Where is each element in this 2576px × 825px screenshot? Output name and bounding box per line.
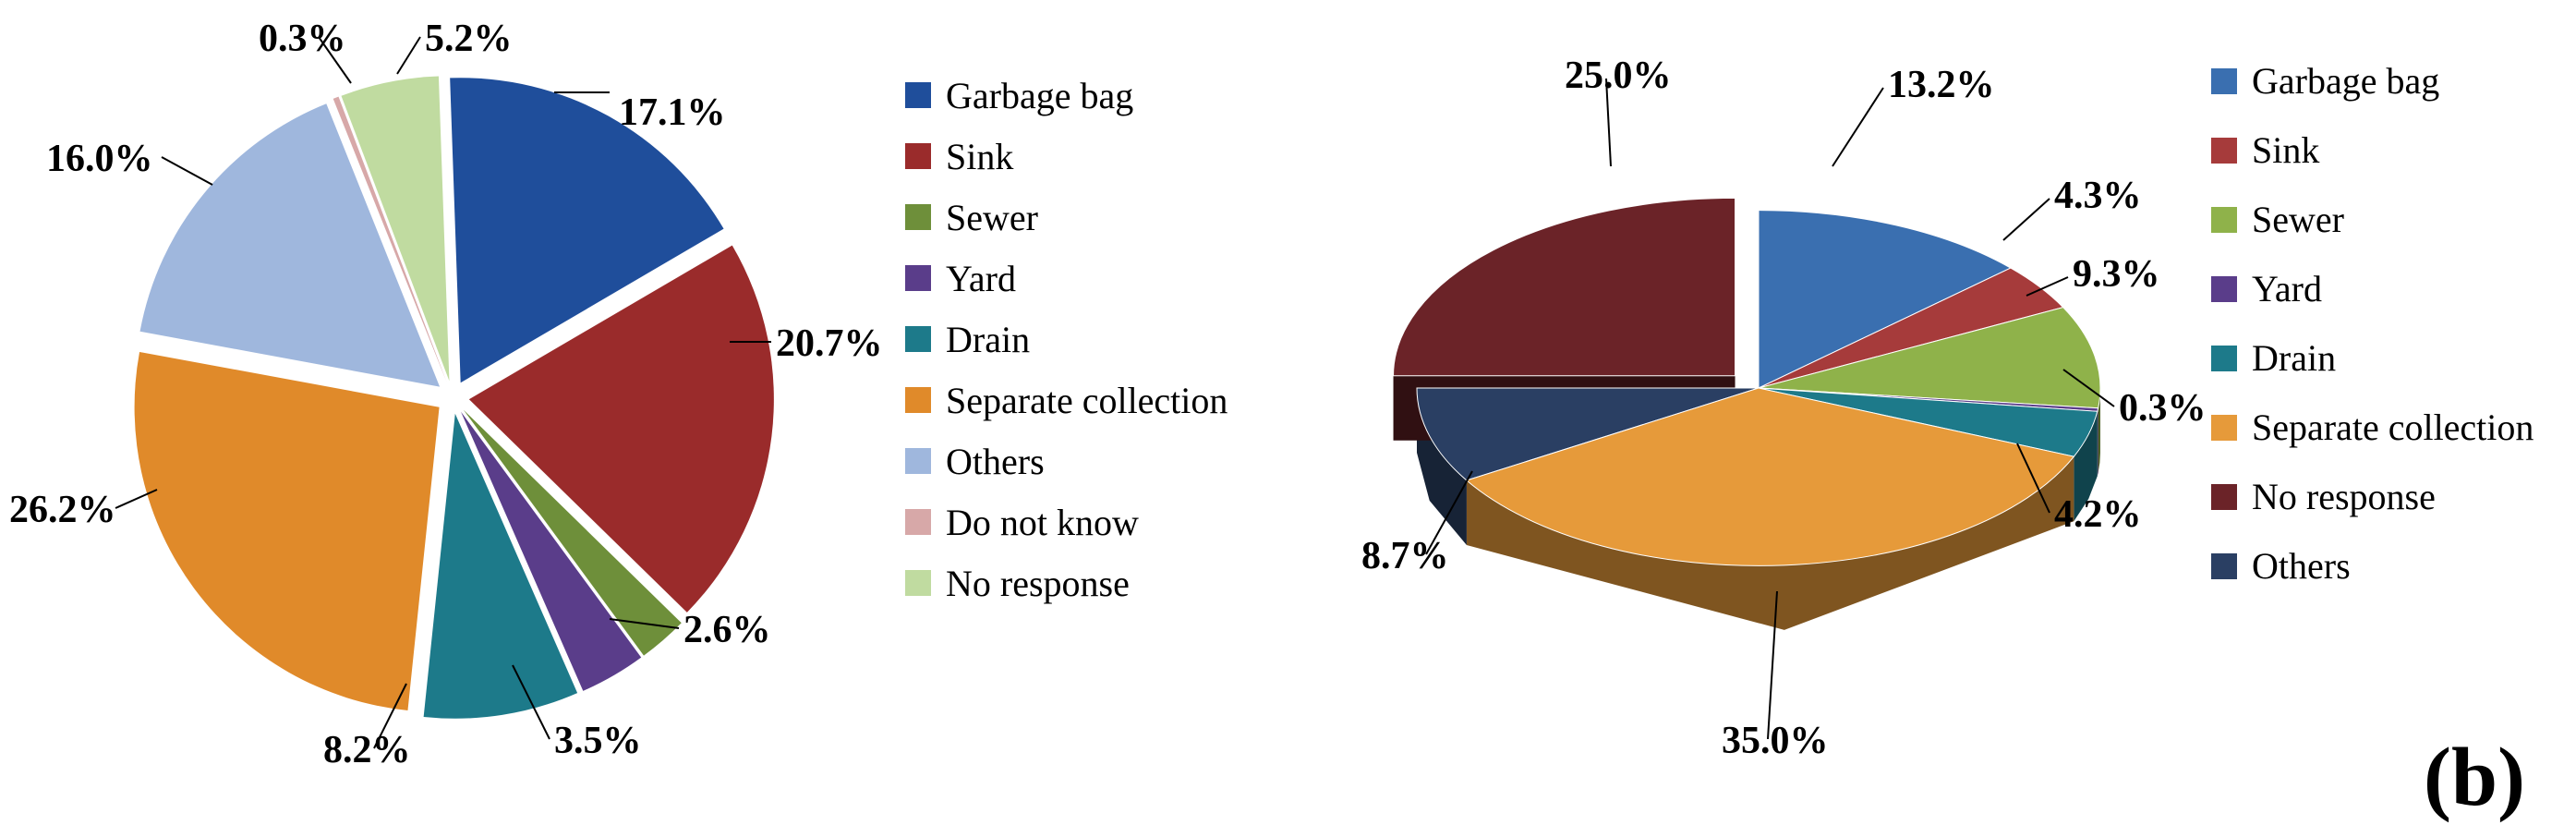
leader: [397, 37, 420, 74]
leader: [162, 157, 212, 185]
legend-swatch: [905, 143, 931, 169]
legend-a: Garbage bag Sink Sewer Yard Drain Separate co…: [905, 65, 1228, 613]
legend-label: Do not know: [946, 501, 1139, 544]
legend-item: Sewer: [2211, 185, 2534, 254]
legend-item: Separate collection: [2211, 393, 2534, 462]
panel-a: Garbage bag Sink Sewer Yard Drain Separate co…: [0, 0, 1288, 800]
pct-label-dnk: 0.3%: [259, 17, 346, 61]
legend-swatch: [2211, 415, 2237, 441]
legend-swatch: [2211, 207, 2237, 233]
pct-label-separate: 26.2%: [9, 488, 116, 532]
legend-swatch: [2211, 68, 2237, 94]
legend-item: Yard: [905, 248, 1228, 309]
legend-swatch: [2211, 276, 2237, 302]
slice-separate: [135, 352, 440, 710]
legend-label: Yard: [2252, 267, 2322, 310]
legend-swatch: [905, 570, 931, 596]
legend-label: Sewer: [946, 196, 1038, 239]
legend-swatch: [2211, 553, 2237, 579]
legend-label: Drain: [2252, 336, 2336, 380]
legend-item: Garbage bag: [905, 65, 1228, 126]
slice-noresp: [1394, 198, 1735, 375]
pct-label-others: 8.7%: [1361, 534, 1449, 578]
legend-item: Others: [2211, 531, 2534, 601]
legend-item: Separate collection: [905, 370, 1228, 431]
legend-label: Garbage bag: [2252, 59, 2439, 103]
legend-item: Sewer: [905, 187, 1228, 248]
legend-label: Garbage bag: [946, 74, 1133, 117]
legend-item: Sink: [905, 126, 1228, 187]
pct-label-others: 16.0%: [46, 137, 153, 181]
pct-label-yard: 3.5%: [554, 719, 642, 763]
pct-label-separate: 35.0%: [1722, 719, 1829, 763]
leader: [1832, 88, 1883, 166]
legend-label: Sink: [946, 135, 1013, 178]
legend-item: Others: [905, 431, 1228, 491]
legend-item: No response: [2211, 462, 2534, 531]
pct-label-sewer: 9.3%: [2073, 252, 2160, 297]
pct-label-sink: 4.3%: [2054, 174, 2142, 218]
legend-swatch: [905, 387, 931, 413]
figure: Garbage bag Sink Sewer Yard Drain Separate co…: [0, 0, 2576, 800]
legend-swatch: [905, 204, 931, 230]
legend-label: Sink: [2252, 128, 2319, 172]
legend-swatch: [905, 326, 931, 352]
legend-item: Do not know: [905, 491, 1228, 552]
legend-swatch: [2211, 484, 2237, 510]
legend-swatch: [905, 265, 931, 291]
pct-label-garbage_bag: 17.1%: [619, 91, 726, 135]
pct-label-sink: 20.7%: [776, 322, 883, 366]
legend-swatch: [2211, 346, 2237, 371]
pct-label-drain: 4.2%: [2054, 492, 2142, 537]
legend-b: Garbage bag Sink Sewer Yard Drain Separate co…: [2211, 46, 2534, 601]
panel-b: Garbage bag Sink Sewer Yard Drain Separate co…: [1288, 0, 2576, 800]
legend-label: Others: [2252, 544, 2351, 588]
legend-item: Drain: [905, 309, 1228, 370]
legend-label: Sewer: [2252, 198, 2344, 241]
pct-label-yard: 0.3%: [2119, 386, 2207, 431]
pct-label-noresp: 25.0%: [1565, 54, 1672, 98]
legend-item: Drain: [2211, 323, 2534, 393]
legend-swatch: [2211, 138, 2237, 164]
legend-label: Yard: [946, 257, 1016, 300]
legend-label: Separate collection: [946, 379, 1228, 422]
legend-swatch: [905, 448, 931, 474]
pct-label-noresp: 5.2%: [425, 17, 513, 61]
pct-label-drain: 8.2%: [323, 728, 411, 772]
legend-label: Drain: [946, 318, 1030, 361]
legend-item: Sink: [2211, 115, 2534, 185]
legend-label: Others: [946, 440, 1045, 483]
legend-swatch: [905, 509, 931, 535]
panel-label-b: (b): [2424, 730, 2525, 825]
legend-swatch: [905, 82, 931, 108]
legend-item: No response: [905, 552, 1228, 613]
legend-item: Yard: [2211, 254, 2534, 323]
leader: [2003, 199, 2050, 240]
legend-label: No response: [2252, 475, 2436, 518]
pct-label-garbage_bag: 13.2%: [1888, 63, 1995, 107]
legend-item: Garbage bag: [2211, 46, 2534, 115]
legend-label: No response: [946, 562, 1130, 605]
pct-label-sewer: 2.6%: [683, 608, 771, 652]
legend-label: Separate collection: [2252, 406, 2534, 449]
